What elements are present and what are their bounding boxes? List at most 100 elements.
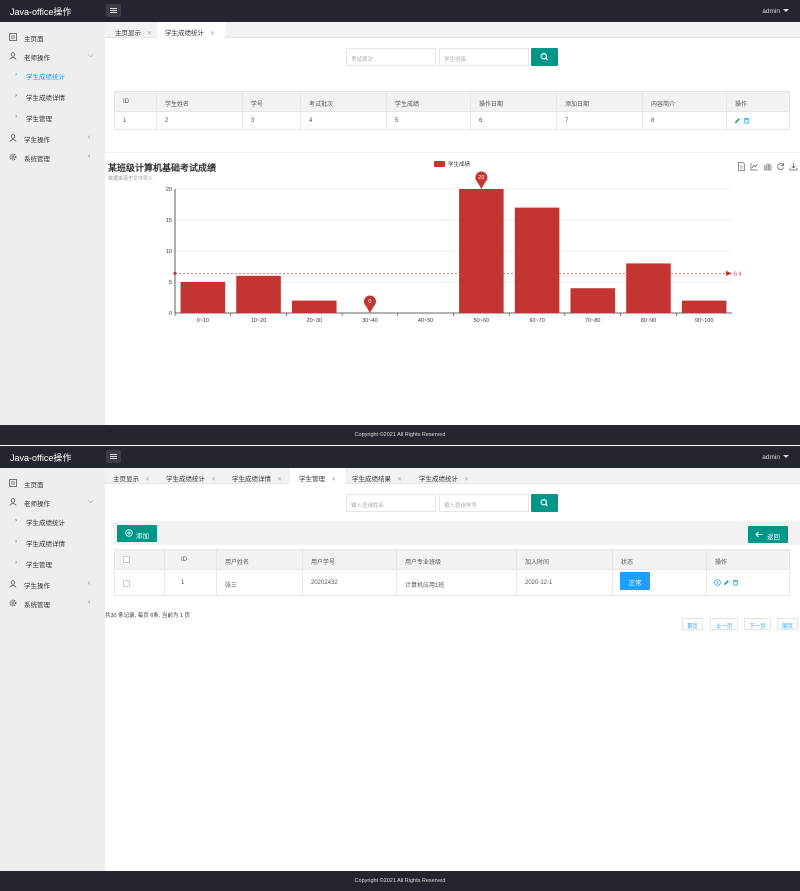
data-view-icon[interactable] xyxy=(737,162,746,171)
caret-down-icon xyxy=(783,455,789,458)
tab-label: 学生成绩统计 xyxy=(165,30,204,37)
column-header: 添加日期 xyxy=(557,92,643,111)
x-tick-label: 40~50 xyxy=(418,318,433,324)
chevron-right-icon: › xyxy=(15,92,18,99)
column-header: 操作 xyxy=(715,560,728,566)
plus-circle-icon xyxy=(125,529,133,537)
panel-score-stats: Java-office操作 admin 主页面 老师操作 ⌵ › 学生成绩统计 … xyxy=(0,0,800,425)
tab-score-detail[interactable]: 学生成绩详情 ✕ xyxy=(232,468,296,484)
sidebar-label: 学生成绩统计 xyxy=(26,74,65,81)
sidebar-item-score-detail[interactable]: › 学生成绩详情 xyxy=(0,86,105,106)
tab-score-stats-2[interactable]: 学生成绩统计 ✕ xyxy=(419,468,483,484)
refresh-icon[interactable] xyxy=(776,162,785,171)
search-name-input[interactable]: 输入查询姓名 xyxy=(346,494,436,512)
trash-icon[interactable] xyxy=(732,579,739,586)
tab-score-stats[interactable]: 学生成绩统计 ✕ xyxy=(166,468,228,484)
pager-prev-button[interactable]: 上一页 xyxy=(710,618,738,630)
trash-icon[interactable] xyxy=(743,117,750,124)
tab-score-stats[interactable]: 学生成绩统计 ✕ xyxy=(157,22,225,38)
tab-home[interactable]: 主页显示 ✕ xyxy=(112,22,162,38)
edit-icon[interactable] xyxy=(734,117,741,124)
bar-chart-icon[interactable] xyxy=(763,162,772,171)
tab-label: 主页显示 xyxy=(115,30,141,37)
tab-score-result[interactable]: 学生成绩结果 ✕ xyxy=(352,468,416,484)
column-header: 加入时间 xyxy=(517,550,613,569)
app-title: Java-office操作 xyxy=(10,7,72,17)
tab-label: 学生成绩统计 xyxy=(419,476,458,483)
sidebar-item-system[interactable]: 系统管理 ‹ xyxy=(0,593,105,613)
chart-subtitle: 数据来源于文件导入 xyxy=(108,176,154,182)
sidebar-item-score-detail[interactable]: › 学生成绩详情 xyxy=(0,532,105,552)
table-row: 1 2 3 4 5 6 7 8 xyxy=(115,112,789,130)
search-button[interactable] xyxy=(531,494,558,512)
edit-icon[interactable] xyxy=(723,579,730,586)
user-menu[interactable]: admin xyxy=(762,454,789,461)
tab-bar: 主页显示 ✕ 学生成绩统计 ✕ 学生成绩详情 ✕ 学生管理 ✕ 学生成绩结果 ✕ 学生成绩… xyxy=(105,468,800,484)
footer: Copyright ©2021 All Rights Reserved xyxy=(0,871,800,891)
tab-home[interactable]: 主页显示 ✕ xyxy=(112,468,162,484)
view-icon[interactable] xyxy=(714,579,721,586)
line-chart-icon[interactable] xyxy=(750,162,759,171)
close-icon[interactable]: ✕ xyxy=(145,477,151,483)
min-marker-label: 0 xyxy=(368,299,371,305)
sidebar-item-student[interactable]: 学生操作 ‹ xyxy=(0,574,105,594)
pager-next-button[interactable]: 下一页 xyxy=(744,618,771,630)
sidebar-item-home[interactable]: 主页面 xyxy=(0,27,105,47)
search-number-input[interactable]: 输入查询学号 xyxy=(439,494,529,512)
sidebar-item-system[interactable]: 系统管理 ‹ xyxy=(0,147,105,167)
tab-label: 学生管理 xyxy=(299,476,325,483)
top-bar: Java-office操作 admin xyxy=(0,0,800,22)
table-cell: 5 xyxy=(387,112,471,130)
table-cell: 1 xyxy=(115,112,157,130)
sidebar-item-teacher[interactable]: 老师操作 ⌵ xyxy=(0,46,105,66)
bar xyxy=(236,275,281,313)
column-header: 用户专业班级 xyxy=(397,550,517,569)
column-header: ID xyxy=(115,92,157,111)
toolbar-band xyxy=(114,521,800,545)
y-tick-label: 20 xyxy=(166,187,172,193)
pager-info: 共30 条记录, 每页 6条, 当前为 1 页 xyxy=(105,613,190,619)
sidebar-label: 学生操作 xyxy=(24,137,50,144)
chevron-left-icon: ‹ xyxy=(88,599,91,606)
sidebar-label: 主页面 xyxy=(24,482,44,489)
close-icon[interactable]: ✕ xyxy=(331,477,337,483)
pager-last-button[interactable]: 尾页 xyxy=(777,618,798,630)
back-button[interactable]: 返回 xyxy=(748,526,788,543)
user-icon xyxy=(9,580,17,588)
tab-student-manage[interactable]: 学生管理 ✕ xyxy=(290,468,345,484)
close-icon[interactable]: ✕ xyxy=(277,477,283,483)
search-button[interactable] xyxy=(531,48,558,66)
close-icon[interactable]: ✕ xyxy=(464,477,470,483)
sidebar-item-teacher[interactable]: 老师操作 ⌵ xyxy=(0,492,105,512)
sidebar-item-score-stats[interactable]: › 学生成绩统计 xyxy=(0,65,105,85)
download-icon[interactable] xyxy=(789,162,798,171)
close-icon[interactable]: ✕ xyxy=(210,31,216,37)
menu-toggle-icon[interactable] xyxy=(106,450,121,463)
search-week-input[interactable]: 考试周次 xyxy=(346,48,436,66)
user-menu[interactable]: admin xyxy=(762,8,789,15)
back-button-label: 返回 xyxy=(767,534,780,541)
legend-label: 学生成绩 xyxy=(448,162,471,168)
add-button[interactable]: 添加 xyxy=(117,525,157,542)
select-all-cell xyxy=(115,550,165,569)
table-row: 1 张三 20202432 计算机应用1班 2020-12-1 xyxy=(115,570,789,596)
chevron-right-icon: › xyxy=(15,559,18,566)
close-icon[interactable]: ✕ xyxy=(397,477,403,483)
select-all-checkbox[interactable] xyxy=(123,556,130,563)
sidebar-item-student-manage[interactable]: › 学生管理 xyxy=(0,107,105,127)
search-class-input[interactable]: 学生班级 xyxy=(439,48,529,66)
y-tick-label: 5 xyxy=(169,280,172,286)
sidebar-item-student-manage[interactable]: › 学生管理 xyxy=(0,553,105,573)
chart-legend[interactable]: 学生成绩 xyxy=(434,160,470,168)
close-icon[interactable]: ✕ xyxy=(211,477,217,483)
close-icon[interactable]: ✕ xyxy=(147,31,153,37)
sidebar-item-student[interactable]: 学生操作 ‹ xyxy=(0,128,105,148)
sidebar-item-score-stats[interactable]: › 学生成绩统计 xyxy=(0,511,105,531)
menu-toggle-icon[interactable] xyxy=(106,4,121,17)
sidebar-item-home[interactable]: 主页面 xyxy=(0,473,105,493)
pager-first-button[interactable]: 首页 xyxy=(682,618,703,630)
status-button[interactable]: 正常 xyxy=(620,572,650,590)
y-tick-label: 15 xyxy=(166,218,172,224)
row-checkbox[interactable] xyxy=(123,580,130,587)
bar xyxy=(180,282,226,313)
